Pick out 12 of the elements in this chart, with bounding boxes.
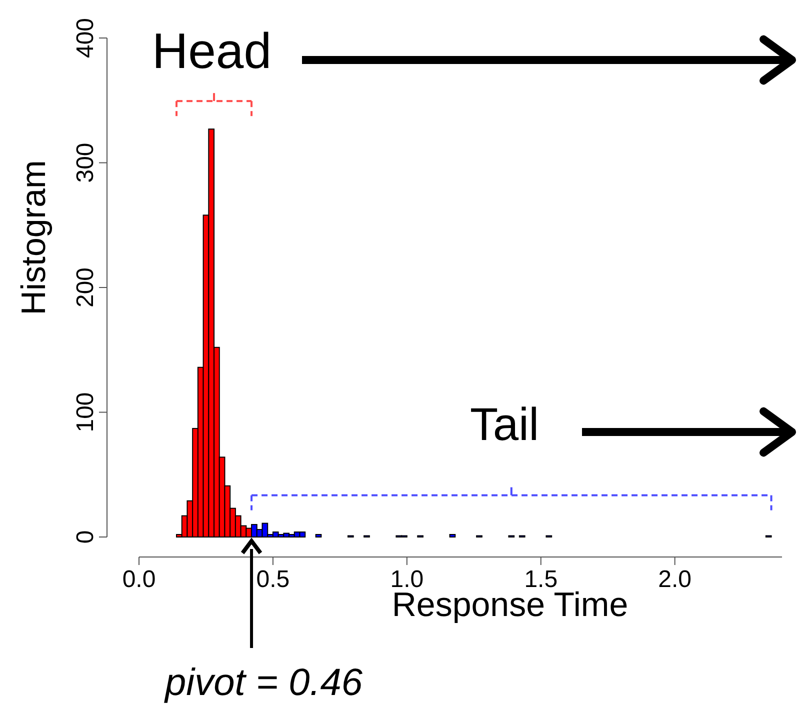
annotation: Head [152,23,272,79]
y-tick-label: 100 [72,392,99,432]
y-tick-label: 400 [72,18,99,58]
x-tick-label: 0.0 [122,566,156,593]
text: pivot = 0.46 [164,662,364,704]
x-tick-label: 2.0 [658,566,692,593]
y-tick-label: 300 [72,142,99,183]
x-tick-label: 0.5 [256,566,290,593]
y-tick-label: 0 [72,530,99,544]
y-axis-title: Histogram [15,160,53,316]
annotation: Tail [470,398,540,450]
y-tick-label: 200 [72,267,99,308]
